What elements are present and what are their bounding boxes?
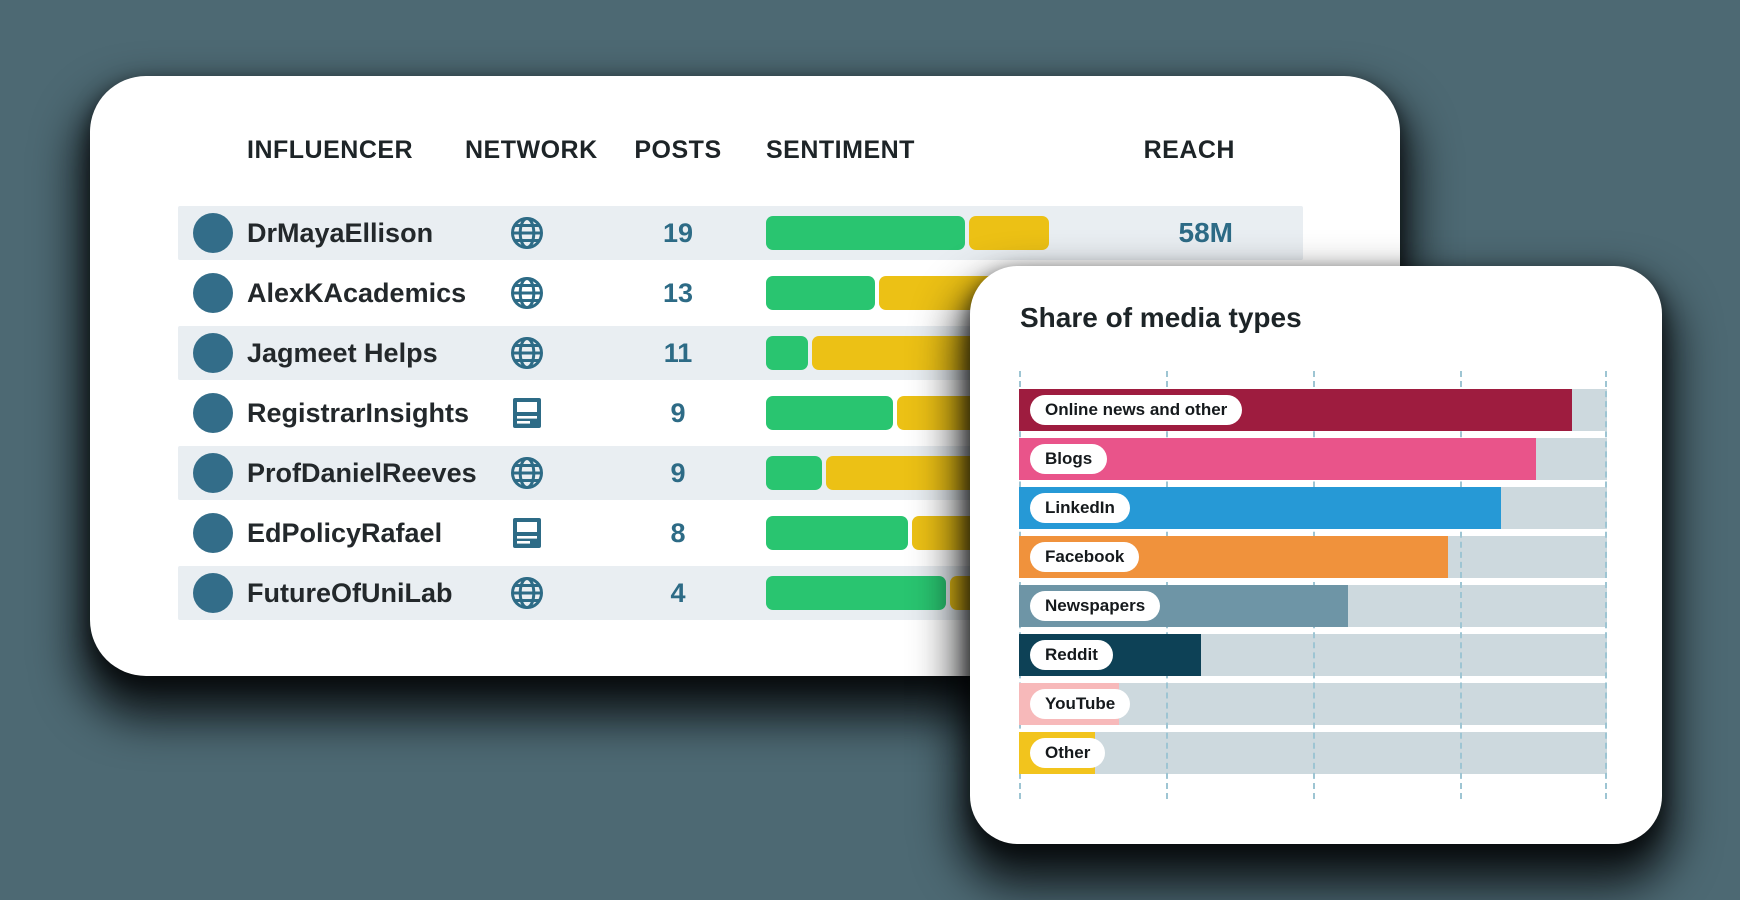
sentiment-positive-segment — [766, 216, 965, 250]
sentiment-positive-segment — [766, 276, 875, 310]
media-types-bar-chart: Online news and other Blogs LinkedIn Fac… — [1019, 371, 1607, 801]
bar-label-pill: Newspapers — [1030, 591, 1161, 621]
posts-count: 9 — [670, 398, 686, 428]
column-header-posts: POSTS — [634, 136, 722, 164]
influencer-name: RegistrarInsights — [247, 398, 470, 428]
sentiment-neutral-segment — [969, 216, 1049, 250]
sentiment-positive-segment — [766, 576, 946, 610]
chart-bar-row: Blogs — [1019, 438, 1607, 480]
chart-bar-row: Other — [1019, 732, 1607, 774]
column-header-network: NETWORK — [465, 136, 598, 164]
column-header-reach: REACH — [1143, 136, 1235, 164]
avatar — [193, 573, 233, 613]
newspaper-icon — [513, 398, 541, 428]
chart-bar-row: YouTube — [1019, 683, 1607, 725]
globe-icon — [511, 457, 543, 489]
sentiment-positive-segment — [766, 456, 822, 490]
chart-bar-row: Reddit — [1019, 634, 1607, 676]
globe-icon — [511, 577, 543, 609]
sentiment-bar — [766, 216, 1049, 250]
posts-count: 19 — [662, 218, 694, 248]
avatar — [193, 273, 233, 313]
bar-label-pill: LinkedIn — [1030, 493, 1130, 523]
bar-label-pill: Online news and other — [1030, 395, 1243, 425]
chart-bar-row: Online news and other — [1019, 389, 1607, 431]
media-types-chart-card: Share of media types Online news and oth… — [970, 266, 1662, 844]
avatar — [193, 333, 233, 373]
globe-icon — [511, 217, 543, 249]
bar-label-pill: Reddit — [1030, 640, 1113, 670]
sentiment-positive-segment — [766, 336, 808, 370]
chart-bar-row: LinkedIn — [1019, 487, 1607, 529]
column-header-influencer: INFLUENCER — [247, 136, 414, 164]
table-row[interactable]: DrMayaEllison 19 58M — [178, 206, 1303, 260]
chart-rows: Online news and other Blogs LinkedIn Fac… — [1019, 389, 1607, 781]
globe-icon — [511, 277, 543, 309]
sentiment-positive-segment — [766, 396, 893, 430]
influencer-name: DrMayaEllison — [247, 218, 434, 248]
reach-value: 58M — [1178, 217, 1233, 248]
avatar — [193, 513, 233, 553]
posts-count: 4 — [670, 578, 686, 608]
column-header-sentiment: SENTIMENT — [766, 136, 915, 164]
bar-track — [1019, 732, 1607, 774]
newspaper-icon — [513, 518, 541, 548]
globe-icon — [511, 337, 543, 369]
bar-label-pill: Other — [1030, 738, 1106, 768]
chart-bar-row: Newspapers — [1019, 585, 1607, 627]
posts-count: 9 — [670, 458, 686, 488]
posts-count: 11 — [663, 338, 693, 368]
influencer-name: Jagmeet Helps — [247, 338, 438, 368]
avatar — [193, 453, 233, 493]
avatar — [193, 393, 233, 433]
avatar — [193, 213, 233, 253]
influencer-name: ProfDanielReeves — [247, 458, 477, 488]
bar-label-pill: Blogs — [1030, 444, 1108, 474]
bar-label-pill: Facebook — [1030, 542, 1140, 572]
chart-title: Share of media types — [1020, 302, 1302, 333]
chart-bar-row: Facebook — [1019, 536, 1607, 578]
table-header-row: INFLUENCER NETWORK POSTS SENTIMENT REACH — [178, 130, 1303, 170]
sentiment-positive-segment — [766, 516, 908, 550]
bar-label-pill: YouTube — [1030, 689, 1131, 719]
influencer-name: FutureOfUniLab — [247, 578, 453, 608]
influencer-name: EdPolicyRafael — [247, 518, 443, 548]
posts-count: 13 — [662, 278, 694, 308]
influencer-name: AlexKAcademics — [247, 278, 467, 308]
posts-count: 8 — [670, 518, 686, 548]
